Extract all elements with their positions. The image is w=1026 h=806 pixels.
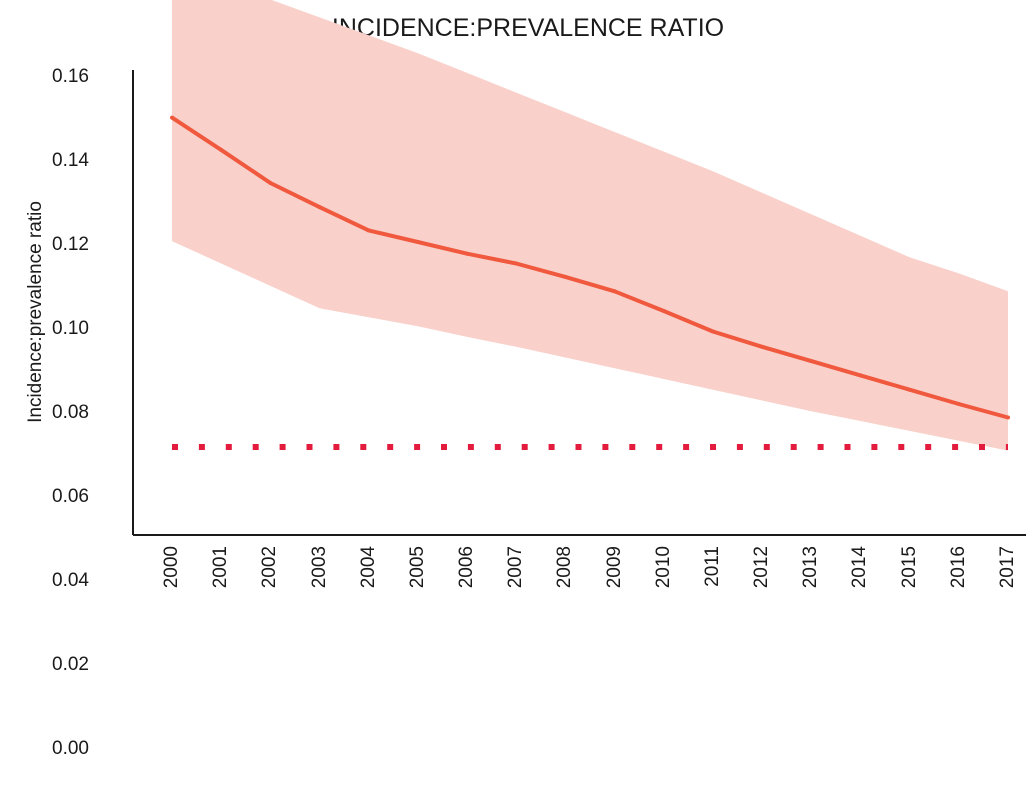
data-point (711, 330, 715, 334)
data-point (908, 388, 912, 392)
data-point (957, 402, 961, 406)
data-point (613, 289, 617, 293)
data-point (1006, 416, 1010, 420)
data-point (662, 309, 666, 313)
data-point (367, 228, 371, 232)
data-point (219, 148, 223, 152)
data-point (859, 373, 863, 377)
data-point (760, 345, 764, 349)
data-point (268, 181, 272, 185)
data-point (465, 252, 469, 256)
data-point (318, 205, 322, 209)
data-point (416, 240, 420, 244)
data-point (170, 116, 174, 120)
data-point (809, 359, 813, 363)
data-point (514, 262, 518, 266)
data-point (563, 275, 567, 279)
